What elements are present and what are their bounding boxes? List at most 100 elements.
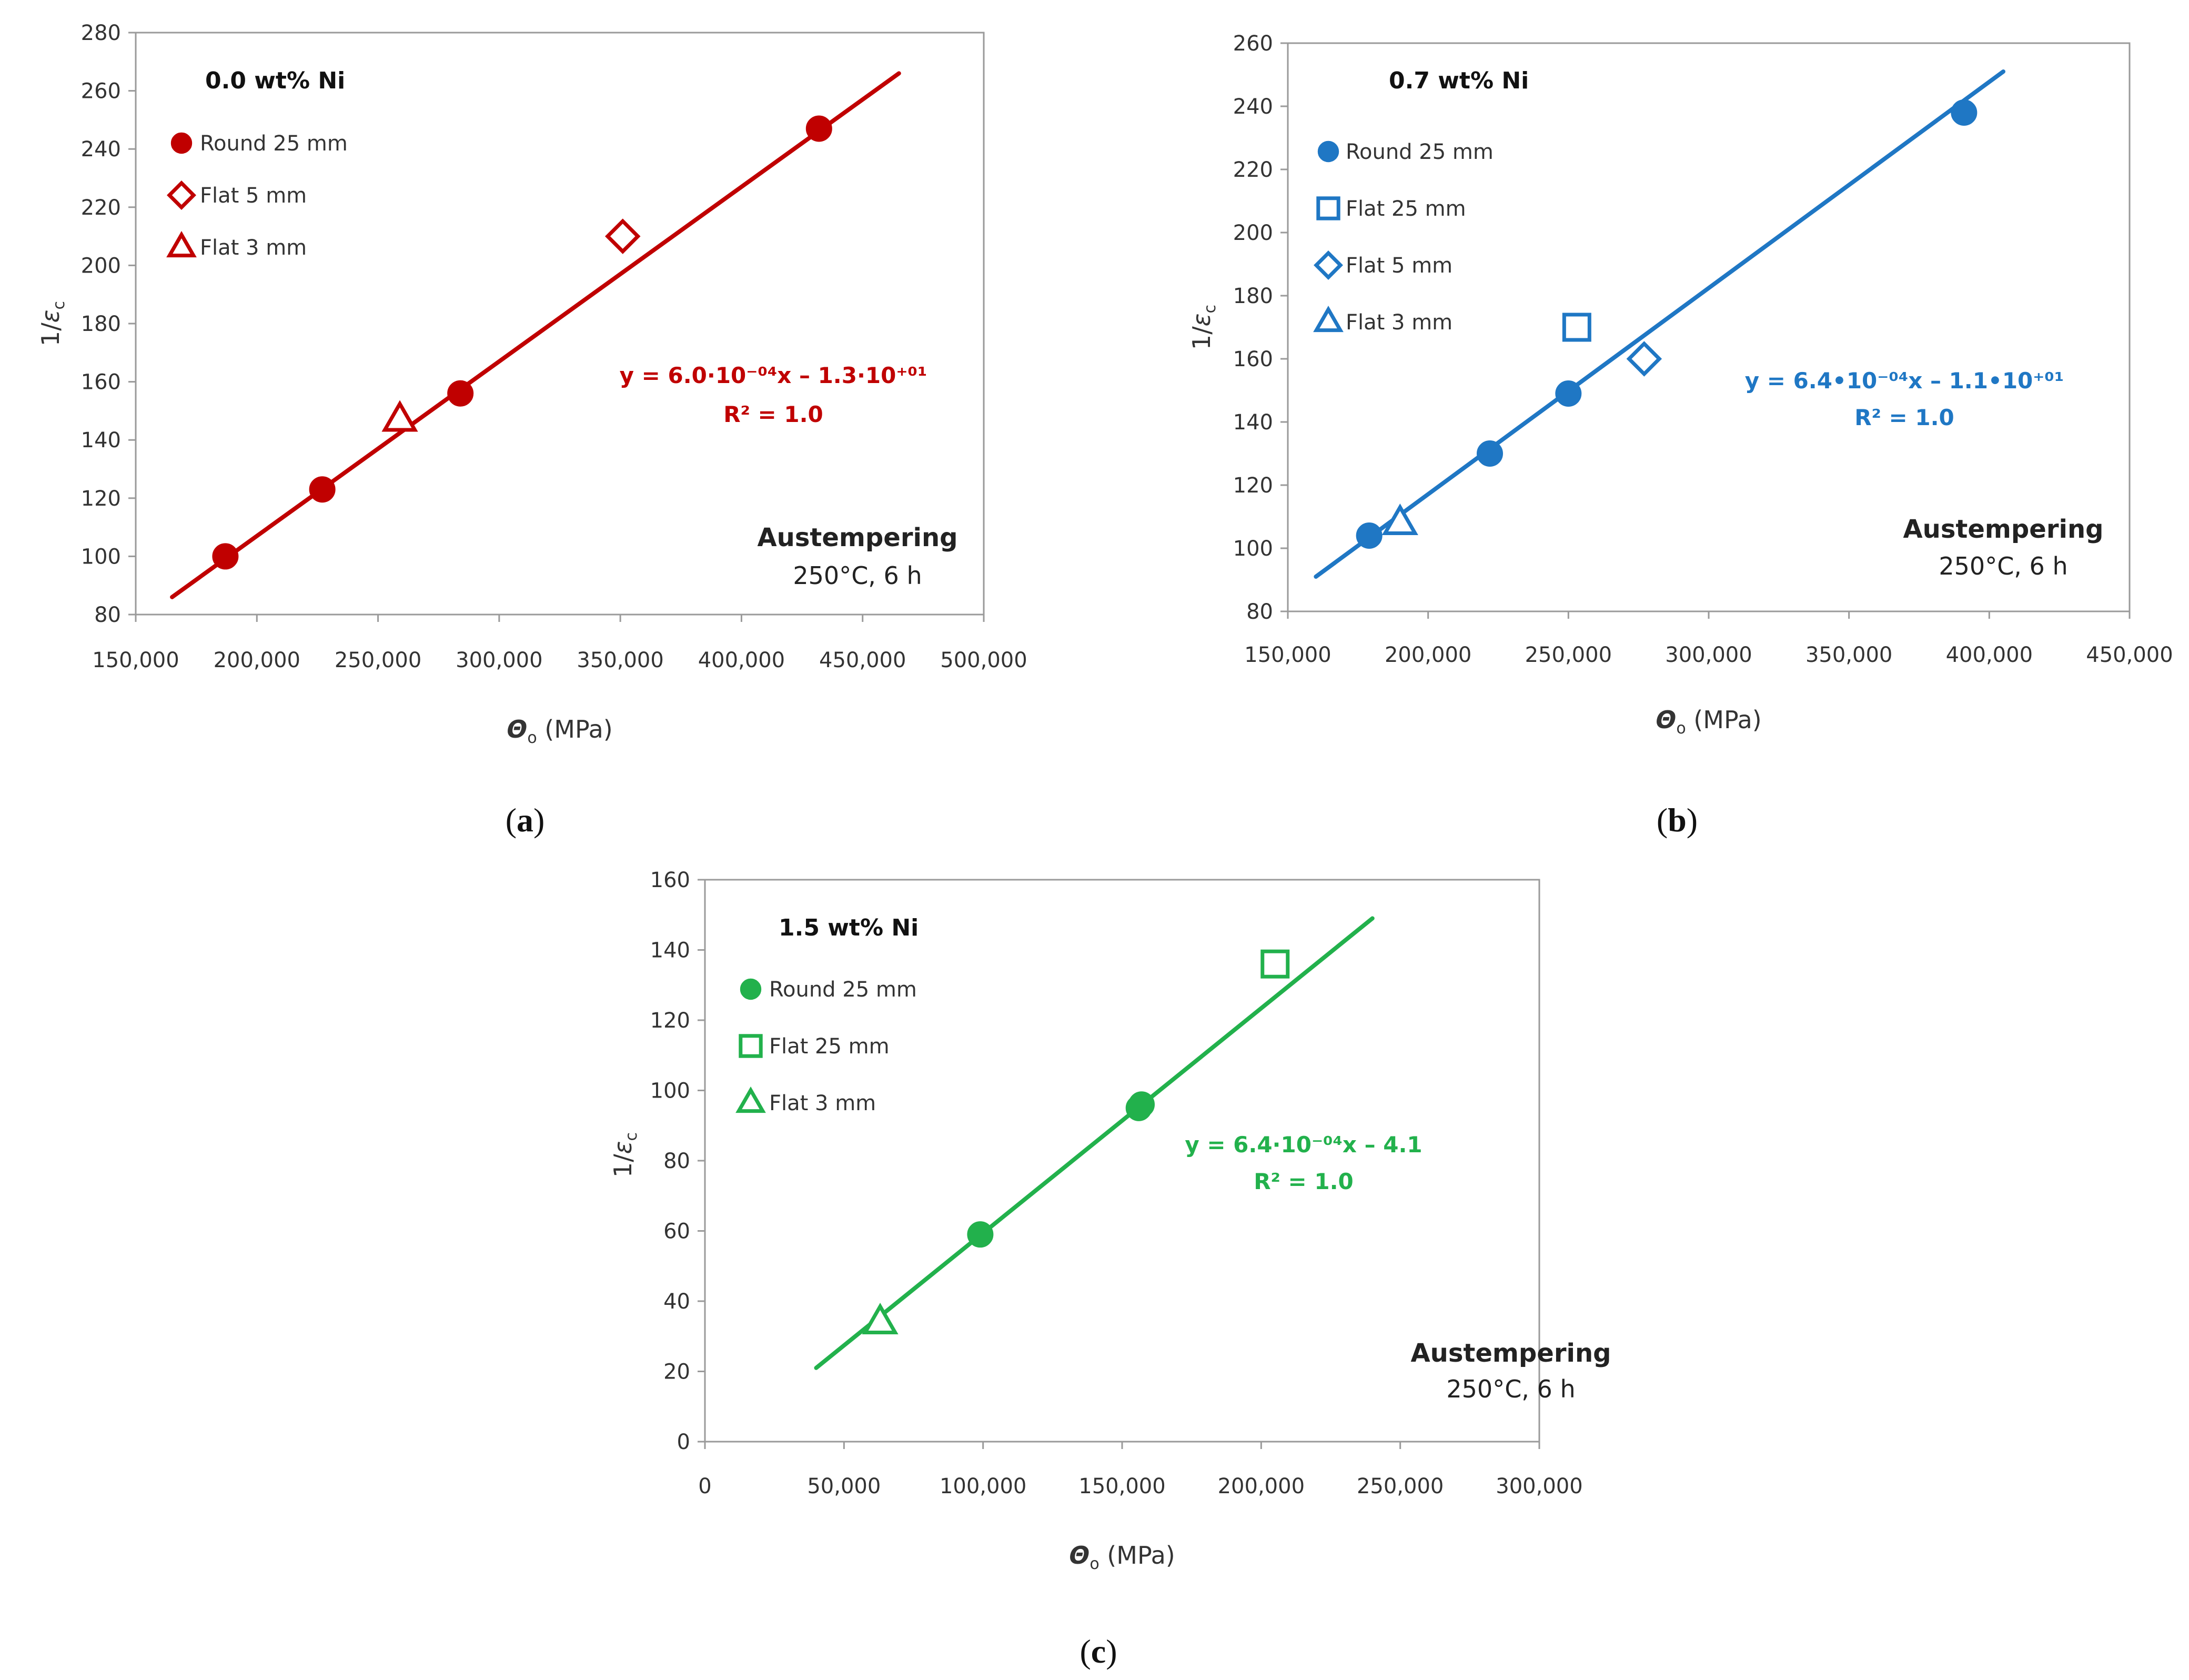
legend-entry-label: Round 25 mm	[1346, 140, 1494, 164]
data-point-diamond-legend-2	[1314, 250, 1343, 280]
fit-line	[814, 916, 1375, 1370]
y-tick-label: 100	[650, 1079, 690, 1103]
legend-entry-label: Round 25 mm	[200, 132, 348, 156]
data-point-circle-3	[805, 115, 832, 142]
x-tick-label: 250,000	[335, 648, 421, 672]
annotation-title: Austempering	[1411, 1339, 1611, 1368]
regression-equation: y = 6.4·10⁻⁰⁴x – 4.1	[1185, 1132, 1422, 1158]
panel-b-chart: 80 100 120 140 160 180 200 220 240 260 150,000 200,…	[1187, 32, 2173, 839]
y-tick-label: 260	[81, 79, 121, 104]
legend-entry-label: Flat 3 mm	[1346, 310, 1452, 335]
y-axis-subscript: c	[622, 1132, 641, 1141]
legend-entry-label: Round 25 mm	[769, 978, 917, 1002]
x-tick-label: 50,000	[807, 1474, 881, 1498]
legend-entry-label: Flat 25 mm	[769, 1034, 890, 1059]
data-point-triangle-5	[381, 400, 418, 432]
panel-label-letter: a	[517, 801, 533, 839]
x-axis-symbol: Θ	[1069, 1541, 1090, 1570]
data-point-diamond-5	[1626, 341, 1662, 377]
y-tick-label: 140	[650, 939, 690, 963]
x-axis-unit: (MPa)	[1099, 1541, 1175, 1570]
r-squared-label: R² = 1.0	[1254, 1169, 1354, 1194]
annotation-title: Austempering	[758, 523, 958, 552]
panel-label-close: )	[533, 801, 544, 839]
x-tick-label: 500,000	[940, 648, 1027, 672]
y-axis-prefix: 1/	[1187, 326, 1216, 350]
x-tick-label: 200,000	[1218, 1474, 1305, 1498]
data-point-circle-0	[1356, 522, 1383, 549]
x-tick-label: 100,000	[940, 1474, 1026, 1498]
x-tick-label: 200,000	[214, 648, 300, 672]
y-tick-label: 200	[81, 254, 121, 278]
y-tick-label: 240	[81, 137, 121, 162]
y-tick-label: 120	[81, 487, 121, 511]
panel-label-open: (	[1080, 1633, 1091, 1670]
x-tick-label: 150,000	[92, 648, 179, 672]
y-tick-label: 140	[1233, 410, 1273, 435]
x-tick-label: 400,000	[698, 648, 785, 672]
y-tick-label: 220	[81, 196, 121, 220]
y-tick-label: 220	[1233, 158, 1273, 182]
panel-label: (a)	[506, 801, 545, 839]
y-tick-label: 100	[81, 545, 121, 569]
panel-label-open: (	[506, 801, 517, 839]
panel-label-close: )	[1687, 801, 1698, 839]
data-point-circle-3	[1951, 99, 1978, 126]
x-tick-label: 300,000	[456, 648, 542, 672]
x-tick-label: 250,000	[1357, 1474, 1444, 1498]
y-tick-label: 120	[650, 1009, 690, 1033]
x-tick-label: 150,000	[1078, 1474, 1165, 1498]
y-axis-prefix: 1/	[609, 1154, 637, 1178]
y-tick-label: 160	[81, 370, 121, 395]
panel-label-letter: c	[1091, 1633, 1106, 1670]
data-point-square-3	[1260, 949, 1290, 979]
y-tick-label: 60	[663, 1220, 690, 1244]
x-tick-label: 300,000	[1496, 1474, 1582, 1498]
panel-label-letter: b	[1668, 801, 1687, 839]
data-point-triangle-legend-3	[1313, 305, 1344, 333]
y-axis-prefix: 1/	[36, 323, 65, 346]
regression-equation: y = 6.4•10⁻⁰⁴x – 1.1•10⁺⁰¹	[1745, 368, 2064, 394]
data-point-square-legend-1	[739, 1034, 763, 1058]
data-point-triangle-legend-2	[735, 1086, 766, 1113]
x-tick-label: 400,000	[1946, 643, 2033, 667]
data-point-circle-legend-0	[170, 132, 193, 154]
annotation-subtitle: 250°C, 6 h	[1939, 552, 2067, 580]
data-point-triangle-6	[1381, 503, 1418, 535]
x-tick-label: 250,000	[1525, 643, 1612, 667]
y-tick-label: 80	[663, 1149, 690, 1173]
y-tick-label: 240	[1233, 95, 1273, 119]
x-axis-title: Θo (MPa)	[507, 715, 613, 747]
x-axis-subscript: o	[1090, 1555, 1099, 1573]
r-squared-label: R² = 1.0	[1854, 405, 1954, 430]
chart-title: 0.7 wt% Ni	[1389, 67, 1529, 94]
data-point-circle-2	[1128, 1091, 1155, 1118]
y-tick-label: 280	[81, 21, 121, 45]
y-tick-label: 260	[1233, 32, 1273, 56]
legend-entry-label: Flat 5 mm	[200, 184, 307, 208]
y-tick-label: 40	[663, 1290, 690, 1314]
x-axis-symbol: Θ	[1656, 706, 1676, 734]
legend-entry-label: Flat 3 mm	[769, 1091, 876, 1115]
legend-entry-label: Flat 3 mm	[200, 236, 307, 260]
x-axis-unit: (MPa)	[1686, 706, 1762, 734]
data-point-diamond-4	[604, 218, 641, 254]
y-axis-title: 1/εc	[1187, 305, 1219, 350]
y-tick-label: 180	[81, 312, 121, 336]
y-tick-label: 20	[663, 1360, 690, 1384]
y-tick-label: 200	[1233, 221, 1273, 245]
x-axis-title: Θo (MPa)	[1069, 1541, 1175, 1573]
y-tick-label: 100	[1233, 537, 1273, 561]
y-axis-symbol: ε	[36, 309, 65, 323]
data-point-circle-2	[447, 380, 474, 407]
chart-title: 0.0 wt% Ni	[205, 67, 345, 94]
y-tick-label: 140	[81, 428, 121, 452]
legend-entry-label: Flat 5 mm	[1346, 254, 1452, 278]
x-tick-label: 450,000	[819, 648, 906, 672]
data-point-circle-1	[309, 476, 336, 503]
x-axis-symbol: Θ	[507, 715, 527, 743]
panel-c-chart: 0 20 40 60 80 100 120 140 160 0 50,000 100,000 150,0…	[609, 868, 1611, 1670]
y-tick-label: 160	[1233, 347, 1273, 371]
x-tick-label: 350,000	[577, 648, 663, 672]
